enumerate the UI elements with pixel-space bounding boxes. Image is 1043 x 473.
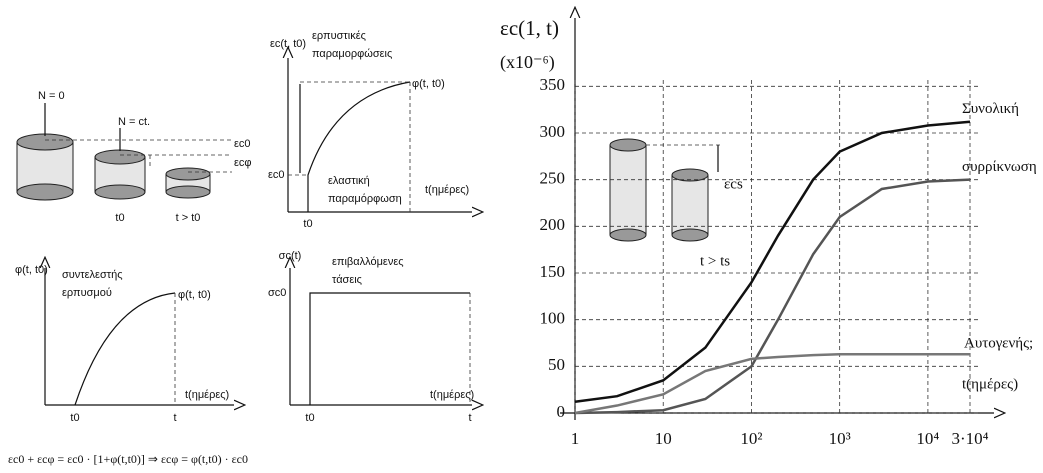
label: εc0 — [268, 169, 285, 181]
label: σc0 — [268, 287, 286, 299]
y-axis-unit: (x10⁻⁶) — [500, 52, 555, 73]
y-tick-label: 300 — [540, 122, 566, 141]
y-tick-label: 0 — [557, 402, 566, 421]
label: εcφ — [234, 157, 252, 169]
y-tick-label: 200 — [540, 215, 566, 234]
label: t0 — [305, 412, 314, 424]
legend-label: Συνολική — [962, 101, 1019, 117]
label: εc0 — [234, 138, 251, 150]
y-axis-title: εc(1, t) — [500, 16, 559, 40]
label: επιβαλλόμενες — [332, 256, 404, 268]
x-tick-label: 10⁴ — [916, 429, 939, 448]
x-tick-label: 1 — [571, 429, 580, 448]
annotation: t > ts — [700, 253, 730, 269]
label: N = ct. — [118, 116, 150, 128]
x-axis-title: t(ημέρες) — [962, 376, 1018, 392]
label: t0 — [70, 412, 79, 424]
label: t0 — [115, 212, 124, 224]
y-tick-label: 100 — [540, 309, 566, 328]
label: παραμόρφωση — [328, 193, 402, 205]
x-tick-label: 10² — [740, 429, 762, 448]
label: t — [468, 412, 471, 424]
label: ερπυσμού — [62, 287, 112, 299]
inset — [610, 139, 720, 241]
label: t(ημέρες) — [430, 389, 474, 401]
label: t(ημέρες) — [425, 184, 469, 196]
figure: N = 0 N = ct. εc0 εcφ t0 t > t0 εc(t, t0… — [0, 0, 1043, 473]
label: t0 — [303, 218, 312, 230]
label: t(ημέρες) — [185, 389, 229, 401]
label: φ(t, t0) — [412, 78, 445, 90]
legend-label: Αυτογενής; — [964, 336, 1033, 352]
label: φ(t, t0) — [15, 264, 48, 276]
annotation: εcs — [724, 176, 743, 192]
label: φ(t, t0) — [178, 289, 211, 301]
label: t > t0 — [176, 212, 201, 224]
label: παραμορφώσεις — [312, 48, 392, 60]
x-tick-label: 3·10⁴ — [951, 429, 988, 448]
series-line — [575, 354, 970, 413]
label: t — [173, 412, 176, 424]
x-tick-label: 10³ — [829, 429, 851, 448]
label: σc(t) — [279, 250, 302, 262]
legend-label: συρρίκνωση — [962, 159, 1037, 175]
x-tick-label: 10 — [655, 429, 672, 448]
strain-diagram: εc(t, t0) ερπυστικές παραμορφώσεις φ(t, … — [268, 30, 478, 230]
y-tick-label: 250 — [540, 169, 566, 188]
label: συντελεστής — [62, 269, 123, 281]
cylinders: N = 0 N = ct. εc0 εcφ t0 t > t0 — [17, 90, 252, 224]
label: ελαστική — [328, 175, 370, 187]
formula: εc0 + εcφ = εc0 · [1+φ(t,t0)] ⇒ εcφ = φ(… — [8, 452, 248, 466]
label: τάσεις — [332, 274, 362, 286]
label: ερπυστικές — [312, 30, 366, 42]
label: εc(t, t0) — [270, 38, 306, 50]
coefficient-diagram: φ(t, t0) συντελεστής ερπυσμού φ(t, t0) t… — [15, 262, 240, 424]
y-tick-label: 50 — [548, 355, 565, 374]
y-tick-label: 150 — [540, 262, 566, 281]
label: N = 0 — [38, 90, 65, 102]
stress-diagram: σc(t) επιβαλλόμενες τάσεις σc0 t(ημέρες)… — [268, 250, 478, 424]
y-tick-label: 350 — [540, 75, 566, 94]
